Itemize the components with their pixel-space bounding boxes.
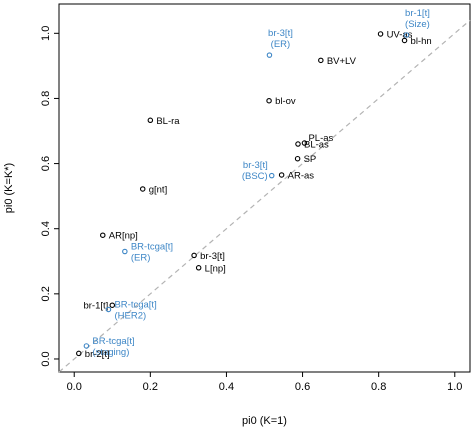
- point-label: br-1[t] (Size): [405, 8, 430, 30]
- data-point: [100, 232, 106, 238]
- y-tick-label: 1.0: [40, 26, 52, 41]
- data-point: [76, 350, 82, 357]
- data-point: [195, 265, 202, 271]
- data-point: [266, 97, 272, 104]
- point-label: br-3[t]: [200, 251, 225, 262]
- data-point: [266, 52, 273, 58]
- point-label: bl-ov: [275, 96, 296, 107]
- data-point: [301, 140, 308, 146]
- point-label: br-3[t] (ER): [268, 28, 293, 50]
- x-tick-label: 0.0: [67, 381, 82, 393]
- y-axis-title: pi0 (K=K*): [3, 163, 15, 213]
- data-point: [401, 37, 408, 44]
- point-label: BR-tcga[t] (staging): [92, 336, 134, 358]
- x-tick-label: 0.4: [219, 381, 234, 393]
- data-point: [278, 172, 285, 178]
- point-label: bl-hn: [411, 36, 432, 47]
- point-label: br-3[t] (BSC): [242, 160, 268, 182]
- data-point: [83, 343, 90, 349]
- point-label: L[np]: [205, 263, 226, 274]
- y-tick-label: 0.2: [40, 286, 52, 301]
- point-label: BL-ra: [156, 116, 180, 127]
- point-label: br-1[t]: [83, 301, 108, 312]
- point-label: SP: [304, 154, 317, 165]
- data-point: [191, 252, 197, 259]
- data-point: [109, 302, 116, 308]
- data-point: [105, 306, 112, 313]
- y-tick-label: 0.8: [40, 91, 52, 106]
- data-point: [147, 117, 154, 124]
- point-label: BL-as: [304, 140, 329, 151]
- point-label: PL-as: [308, 133, 333, 144]
- point-label: UV-as: [387, 29, 413, 40]
- point-label: br-2[t]: [85, 349, 110, 360]
- data-point: [122, 248, 128, 255]
- reference-diagonal-line: [58, 19, 471, 373]
- x-tick-label: 0.6: [295, 381, 310, 393]
- plot-frame: [58, 3, 471, 373]
- y-tick-label: 0.6: [40, 156, 52, 171]
- data-point: [295, 141, 301, 147]
- point-label: AR-as: [288, 170, 315, 181]
- data-point: [268, 172, 275, 179]
- point-label: BV+LV: [327, 56, 357, 67]
- point-label: AR[np]: [109, 231, 138, 242]
- x-tick-label: 0.8: [371, 381, 386, 393]
- point-label: g[nt]: [149, 184, 168, 195]
- y-axis: 0.0 0.2 0.4 0.6 0.8 1.0: [40, 26, 59, 367]
- data-point: [403, 32, 410, 38]
- x-axis-title: pi0 (K=1): [242, 415, 287, 427]
- data-point: [318, 57, 324, 64]
- data-point: [377, 31, 384, 37]
- x-tick-label: 1.0: [447, 381, 462, 393]
- data-point: [139, 186, 146, 192]
- point-label: BR-tcga[t] (ER): [131, 242, 173, 264]
- point-label: BR-tcga[t] (HER2): [114, 299, 156, 321]
- x-tick-label: 0.2: [143, 381, 158, 393]
- y-tick-label: 0.0: [40, 351, 52, 366]
- data-point: [294, 155, 301, 162]
- y-tick-label: 0.4: [40, 221, 52, 236]
- x-axis: 0.0 0.2 0.4 0.6 0.8 1.0: [67, 372, 462, 393]
